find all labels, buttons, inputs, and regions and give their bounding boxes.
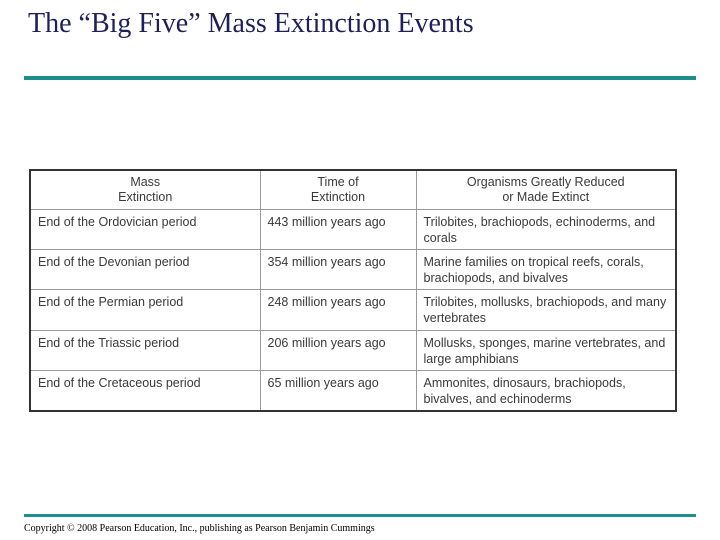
extinction-table: Mass Extinction Time of Extinction Organ… [31, 171, 675, 410]
cell-event: End of the Devonian period [31, 249, 261, 291]
cell-organisms: Ammonites, dinosaurs, brachiopods, bival… [423, 375, 626, 406]
cell-organisms: Mollusks, sponges, marine vertebrates, a… [416, 330, 675, 371]
table-row: End of the Permian period 248 million ye… [31, 289, 675, 331]
header-time-of-extinction: Time of Extinction [260, 171, 417, 210]
cell-organisms: Trilobites, mollusks, brachiopods, and m… [416, 289, 675, 331]
table-row: End of the Devonian period 354 million y… [31, 249, 675, 291]
table-header-row: Mass Extinction Time of Extinction Organ… [31, 171, 675, 210]
cell-organisms: Trilobites, brachiopods, echinoderms, an… [416, 209, 675, 251]
table-row: End of the Ordovician period 443 million… [31, 209, 675, 251]
cell-time: 206 million years ago [260, 330, 417, 371]
title-divider [24, 76, 696, 80]
table-row: End of the Cretaceous period 65 million … [31, 370, 675, 410]
header-mass-extinction: Mass Extinction [31, 171, 261, 210]
cell-event: End of the Permian period [31, 289, 261, 331]
cell-time: 65 million years ago [260, 370, 417, 410]
header-organisms: Organisms Greatly Reduced or Made Extinc… [416, 171, 675, 210]
cell-event: End of the Triassic period [31, 330, 261, 371]
copyright-notice: Copyright © 2008 Pearson Education, Inc.… [24, 523, 375, 534]
table-row: End of the Triassic period 206 million y… [31, 330, 675, 371]
cell-organisms: Marine families on tropical reefs, coral… [416, 249, 675, 291]
cell-event: End of the Ordovician period [31, 209, 261, 251]
extinction-table-frame: Mass Extinction Time of Extinction Organ… [29, 169, 677, 412]
slide-title: The “Big Five” Mass Extinction Events [28, 8, 474, 39]
cell-time: 354 million years ago [260, 249, 417, 291]
footer-divider [24, 514, 696, 517]
cell-time: 443 million years ago [260, 209, 417, 251]
cell-event: End of the Cretaceous period [31, 370, 261, 410]
cell-time: 248 million years ago [260, 289, 417, 331]
